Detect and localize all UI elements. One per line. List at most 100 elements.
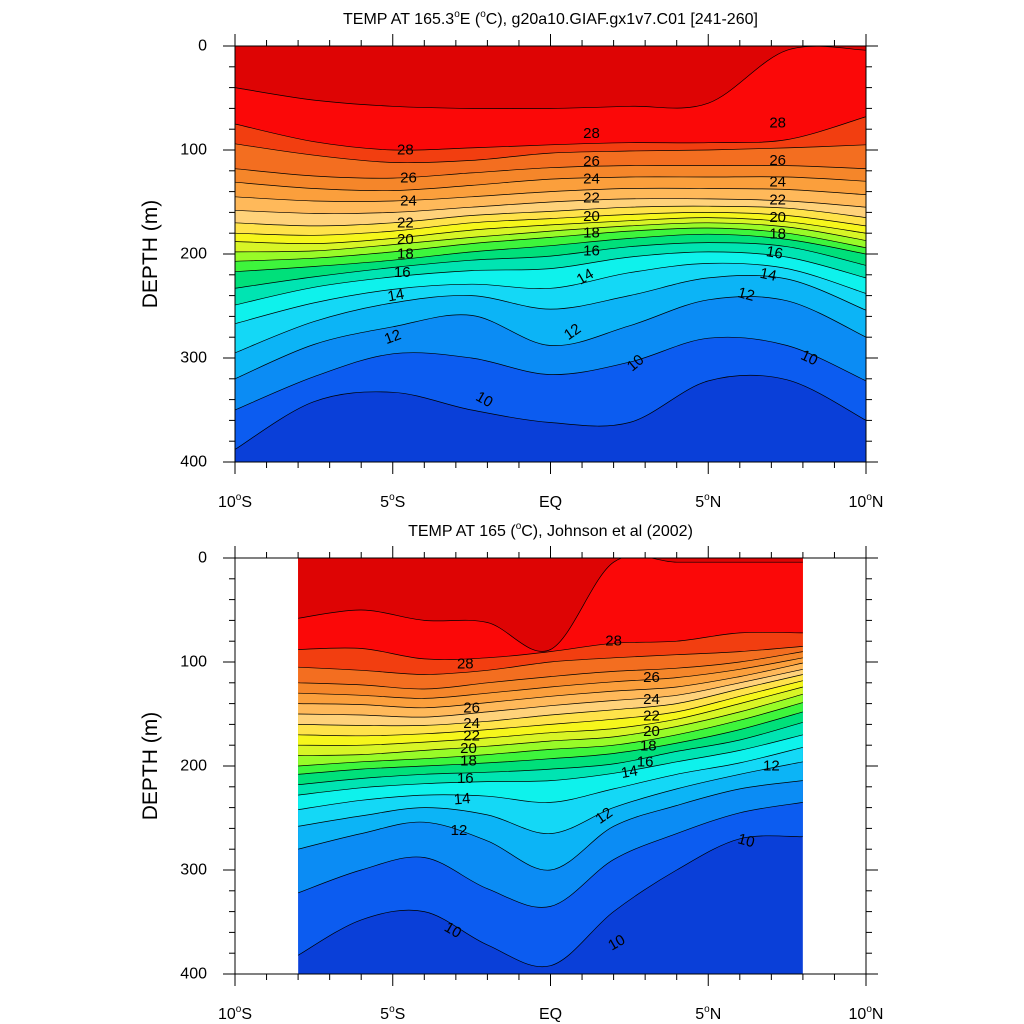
isotherm-27 xyxy=(235,143,866,164)
contour-label: 26 xyxy=(769,152,786,169)
contour-label: 26 xyxy=(583,153,600,170)
contour-label: 22 xyxy=(397,214,414,231)
isotherm-13 xyxy=(298,761,803,834)
band-above-29 xyxy=(235,46,866,109)
x-tick-label: 10oN xyxy=(849,492,884,511)
x-tick-label: 5oS xyxy=(380,492,405,511)
contour-label: 24 xyxy=(583,171,600,188)
y-tick-label: 200 xyxy=(180,246,207,263)
contour-label: 22 xyxy=(463,727,480,744)
isotherm-21 xyxy=(298,680,803,737)
contour-label: 10 xyxy=(736,831,757,852)
x-tick-label: 10oS xyxy=(218,492,252,511)
isotherm-24 xyxy=(235,187,866,202)
isotherm-12 xyxy=(235,296,866,380)
contour-label: 14 xyxy=(386,286,405,306)
isotherm-22 xyxy=(298,674,803,727)
isotherm-20 xyxy=(235,217,866,245)
contour-label: 26 xyxy=(400,170,417,187)
y-tick-label: 400 xyxy=(180,966,207,983)
y-tick-label: 100 xyxy=(180,654,207,671)
isotherm-27 xyxy=(298,646,803,675)
chart-title: TEMP AT 165.3oE (oC), g20a10.GIAF.gx1v7.… xyxy=(343,9,758,28)
isotherm-29 xyxy=(298,558,803,652)
isotherm-26 xyxy=(298,651,803,690)
isotherm-15 xyxy=(298,734,803,796)
contour-label: 24 xyxy=(643,691,660,708)
isotherm-12 xyxy=(298,780,803,871)
isotherm-19 xyxy=(235,222,866,253)
x-tick-label: 5oN xyxy=(695,1004,721,1023)
contour-label: 28 xyxy=(769,114,786,131)
contour-label: 14 xyxy=(453,790,471,808)
isotherm-10 xyxy=(298,835,803,968)
y-tick-label: 0 xyxy=(198,38,207,55)
isotherm-26 xyxy=(235,165,866,179)
contour-lines xyxy=(235,46,866,450)
contour-label: 28 xyxy=(605,633,622,650)
contour-label: 16 xyxy=(765,243,784,263)
contour-label: 16 xyxy=(637,753,654,770)
contour-label: 12 xyxy=(451,822,468,839)
contour-label: 24 xyxy=(463,715,480,732)
panel-bottom: 2826242220181614121028262422201816141210… xyxy=(139,521,883,1023)
contour-label: 18 xyxy=(397,246,414,263)
isotherm-25 xyxy=(235,176,866,192)
panel-top: 2826242220181614121028262422201816141210… xyxy=(139,9,883,511)
isotherm-16 xyxy=(298,721,803,786)
isotherm-24 xyxy=(298,662,803,709)
contour-label: 22 xyxy=(583,189,600,206)
y-tick-label: 100 xyxy=(180,142,207,159)
isotherm-20 xyxy=(298,686,803,746)
contour-label: 16 xyxy=(583,242,600,259)
contour-label: 12 xyxy=(561,320,584,343)
y-tick-label: 300 xyxy=(180,862,207,879)
contour-label: 10 xyxy=(473,388,496,411)
axes: 0 100 200 300 400 10oS 5oS EQ 5oN 10oN xyxy=(180,546,883,1023)
x-tick-label: 10oN xyxy=(849,1004,884,1023)
contour-labels: 2826242220181614121028262422201816141210… xyxy=(382,114,820,411)
contour-label: 22 xyxy=(769,191,786,208)
isotherm-10 xyxy=(235,374,866,450)
contour-label: 20 xyxy=(397,231,414,248)
contour-labels: 2826242220181614121028262422201816141210… xyxy=(441,633,779,955)
isotherm-22 xyxy=(235,205,866,227)
x-tick-label: 10oS xyxy=(218,1004,252,1023)
isotherm-28 xyxy=(235,116,866,151)
isotherm-16 xyxy=(235,242,866,289)
contour-fills xyxy=(298,558,803,974)
isotherm-18 xyxy=(235,227,866,262)
contour-label: 12 xyxy=(763,758,780,775)
x-tick-label: 5oS xyxy=(380,1004,405,1023)
contour-lines xyxy=(298,558,803,968)
contour-label: 10 xyxy=(441,919,464,942)
x-tick-label: EQ xyxy=(539,494,562,511)
isotherm-15 xyxy=(235,251,866,306)
isotherm-17 xyxy=(298,711,803,775)
isotherm-19 xyxy=(298,693,803,756)
x-tick-label: EQ xyxy=(539,1006,562,1023)
contour-label: 20 xyxy=(583,208,600,225)
y-axis-label: DEPTH (m) xyxy=(139,712,162,821)
contour-label: 14 xyxy=(574,265,597,288)
contour-label: 28 xyxy=(457,656,474,673)
y-axis-label: DEPTH (m) xyxy=(139,200,162,309)
chart-title: TEMP AT 165 (oC), Johnson et al (2002) xyxy=(408,521,693,540)
contour-label: 12 xyxy=(382,326,403,348)
contour-label: 12 xyxy=(592,804,615,827)
contour-label: 22 xyxy=(643,708,660,725)
isotherm-23 xyxy=(298,668,803,718)
isotherm-18 xyxy=(298,702,803,767)
contour-label: 16 xyxy=(394,264,411,281)
contour-label: 20 xyxy=(769,209,786,226)
contour-label: 16 xyxy=(457,770,474,787)
y-tick-label: 400 xyxy=(180,454,207,471)
contour-label: 20 xyxy=(460,740,477,757)
isotherm-13 xyxy=(235,275,866,354)
isotherm-17 xyxy=(235,233,866,273)
contour-label: 28 xyxy=(583,125,600,142)
contour-label: 24 xyxy=(400,192,417,209)
contour-label: 10 xyxy=(605,931,628,954)
isotherm-21 xyxy=(235,212,866,236)
